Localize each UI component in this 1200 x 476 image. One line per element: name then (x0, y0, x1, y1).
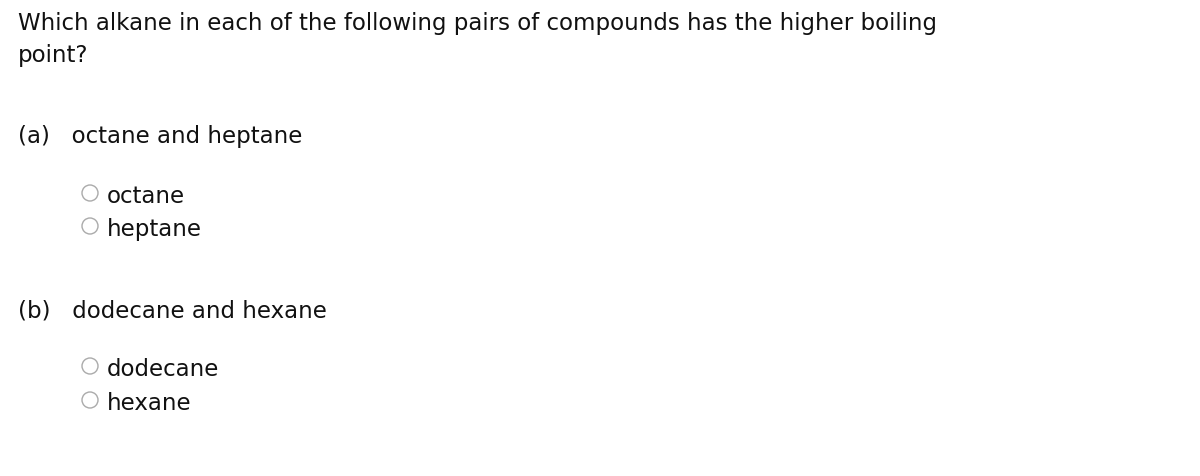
Text: heptane: heptane (107, 218, 202, 241)
Ellipse shape (82, 392, 98, 408)
Text: dodecane: dodecane (107, 358, 220, 381)
Text: (a)   octane and heptane: (a) octane and heptane (18, 125, 302, 148)
Ellipse shape (82, 358, 98, 374)
Text: octane: octane (107, 185, 185, 208)
Text: hexane: hexane (107, 392, 192, 415)
Text: Which alkane in each of the following pairs of compounds has the higher boiling
: Which alkane in each of the following pa… (18, 12, 937, 67)
Ellipse shape (82, 185, 98, 201)
Ellipse shape (82, 218, 98, 234)
Text: (b)   dodecane and hexane: (b) dodecane and hexane (18, 300, 326, 323)
